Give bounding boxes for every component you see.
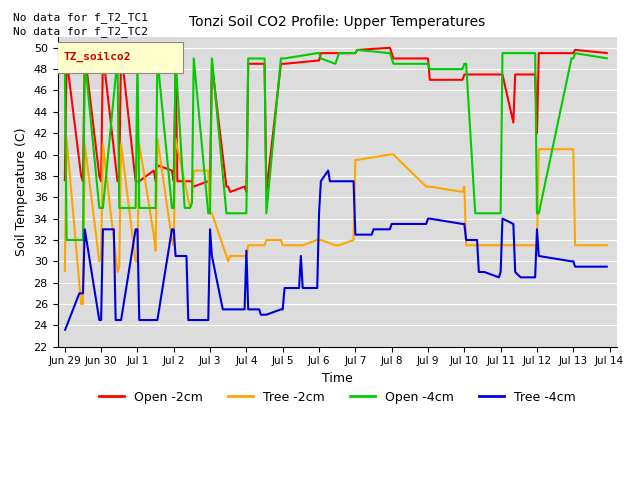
Open -2cm [95,173,103,179]
Tree -4cm [386,227,394,232]
Tree -2cm [424,184,432,190]
Open -2cm [316,58,323,63]
Open -4cm [351,50,359,56]
Tree -2cm [572,242,579,248]
X-axis label: Time: Time [322,372,353,385]
Line: Open -2cm: Open -2cm [65,48,608,192]
Open -4cm [604,56,612,61]
Legend: Open -2cm, Tree -2cm, Open -4cm, Tree -4cm: Open -2cm, Tree -2cm, Open -4cm, Tree -4… [94,385,580,408]
Title: Tonzi Soil CO2 Profile: Upper Temperatures: Tonzi Soil CO2 Profile: Upper Temperatur… [189,15,485,29]
Open -2cm [386,45,394,51]
Open -2cm [604,50,612,56]
Tree -4cm [604,264,612,270]
Open -4cm [353,47,361,53]
Tree -4cm [511,269,519,275]
Tree -2cm [61,269,68,275]
Tree -4cm [368,232,376,238]
Y-axis label: Soil Temperature (C): Soil Temperature (C) [15,128,28,256]
Line: Tree -4cm: Tree -4cm [65,170,608,331]
Tree -2cm [63,136,70,142]
Tree -4cm [404,221,412,227]
Tree -4cm [61,328,68,334]
Open -2cm [226,189,234,195]
Text: No data for f_T2_TC1: No data for f_T2_TC1 [13,12,148,23]
Open -4cm [61,56,68,61]
Open -4cm [535,210,543,216]
Open -2cm [572,47,579,53]
Text: TZ_soilco2: TZ_soilco2 [63,52,131,62]
Tree -4cm [353,232,361,238]
Open -4cm [531,50,539,56]
Tree -2cm [604,242,612,248]
Tree -2cm [99,141,107,147]
Tree -4cm [279,307,287,312]
Open -4cm [533,210,541,216]
Open -2cm [132,179,140,184]
Line: Tree -2cm: Tree -2cm [65,139,608,304]
Tree -2cm [152,248,159,253]
Open -2cm [459,77,467,83]
Text: No data for f_T2_TC2: No data for f_T2_TC2 [13,26,148,37]
Open -4cm [63,237,70,243]
Tree -2cm [314,237,321,243]
Line: Open -4cm: Open -4cm [65,50,608,240]
Open -2cm [136,179,143,184]
Tree -4cm [324,168,332,173]
Open -4cm [461,61,468,67]
Tree -2cm [77,301,85,307]
FancyBboxPatch shape [55,42,184,72]
Open -2cm [61,179,68,184]
Open -4cm [390,61,397,67]
Tree -2cm [136,141,143,147]
